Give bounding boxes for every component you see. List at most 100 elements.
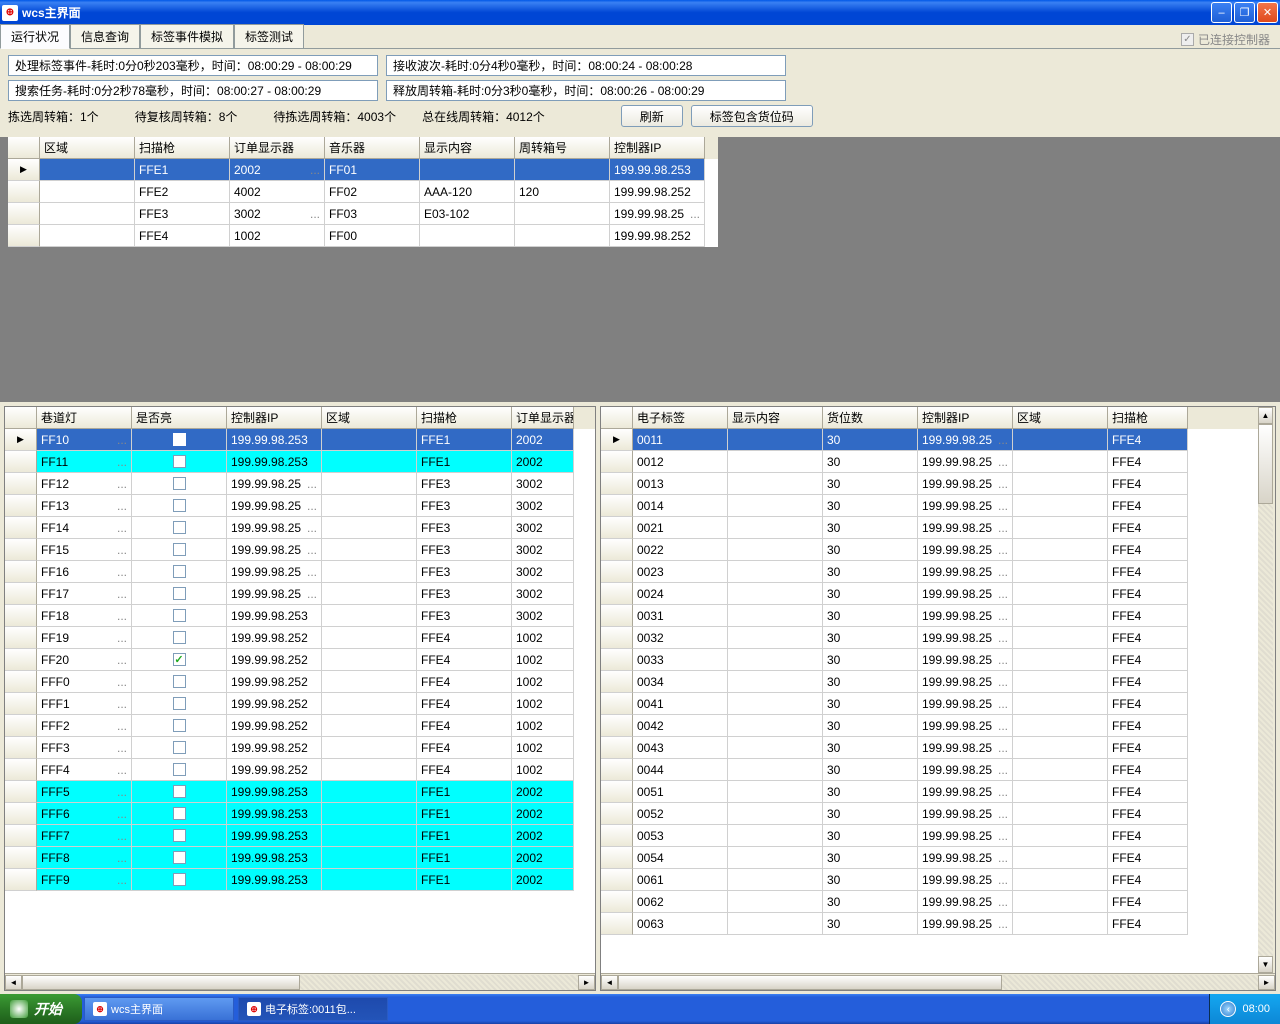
taskbar-task[interactable]: ⊕电子标签:0011包...	[238, 997, 388, 1021]
table-row[interactable]: FFF8 ...199.99.98.253FFE12002	[5, 847, 595, 869]
table-row[interactable]: FFE33002 ...FF03E03-102199.99.98.25 ...	[8, 203, 718, 225]
minimize-button[interactable]: –	[1211, 2, 1232, 23]
col-header[interactable]: 区域	[1013, 407, 1108, 429]
col-header[interactable]: 订单显示器	[512, 407, 574, 429]
table-row[interactable]: 002330199.99.98.25 ...FFE4	[601, 561, 1258, 583]
col-header[interactable]: 音乐器	[325, 137, 420, 159]
system-tray[interactable]: ‹ 08:00	[1209, 994, 1280, 1024]
table-row[interactable]: 006330199.99.98.25 ...FFE4	[601, 913, 1258, 935]
checkbox[interactable]	[173, 697, 186, 710]
col-header[interactable]: 巷道灯	[37, 407, 132, 429]
col-header[interactable]: 订单显示器	[230, 137, 325, 159]
start-button[interactable]: 开始	[0, 994, 82, 1024]
table-row[interactable]: FFF4 ...199.99.98.252FFE41002	[5, 759, 595, 781]
table-row[interactable]: FF19 ...199.99.98.252FFE41002	[5, 627, 595, 649]
table-row[interactable]: FFE12002 ...FF01199.99.98.253	[8, 159, 718, 181]
table-row[interactable]: FFF5 ...199.99.98.253FFE12002	[5, 781, 595, 803]
col-header[interactable]: 是否亮	[132, 407, 227, 429]
table-row[interactable]: 001430199.99.98.25 ...FFE4	[601, 495, 1258, 517]
table-row[interactable]: 004430199.99.98.25 ...FFE4	[601, 759, 1258, 781]
table-row[interactable]: 005130199.99.98.25 ...FFE4	[601, 781, 1258, 803]
col-header[interactable]: 显示内容	[420, 137, 515, 159]
table-row[interactable]: 006130199.99.98.25 ...FFE4	[601, 869, 1258, 891]
maximize-button[interactable]: ❐	[1234, 2, 1255, 23]
table-row[interactable]: 003430199.99.98.25 ...FFE4	[601, 671, 1258, 693]
table-row[interactable]: 001230199.99.98.25 ...FFE4	[601, 451, 1258, 473]
table-row[interactable]: 003130199.99.98.25 ...FFE4	[601, 605, 1258, 627]
table-row[interactable]: FF12 ...199.99.98.25 ...FFE33002	[5, 473, 595, 495]
hscroll-left[interactable]: ◄ ►	[5, 973, 595, 990]
checkbox[interactable]	[173, 829, 186, 842]
table-row[interactable]: 005230199.99.98.25 ...FFE4	[601, 803, 1258, 825]
checkbox[interactable]	[173, 521, 186, 534]
col-header[interactable]: 货位数	[823, 407, 918, 429]
table-row[interactable]: FF15 ...199.99.98.25 ...FFE33002	[5, 539, 595, 561]
table-row[interactable]: 004130199.99.98.25 ...FFE4	[601, 693, 1258, 715]
table-row[interactable]: 005430199.99.98.25 ...FFE4	[601, 847, 1258, 869]
checkbox[interactable]	[173, 609, 186, 622]
table-row[interactable]: FF11 ...199.99.98.253FFE12002	[5, 451, 595, 473]
zone-grid[interactable]: 区域扫描枪订单显示器音乐器显示内容周转箱号控制器IPFFE12002 ...FF…	[8, 137, 718, 247]
col-header[interactable]: 控制器IP	[227, 407, 322, 429]
checkbox[interactable]	[173, 565, 186, 578]
table-row[interactable]: FFF9 ...199.99.98.253FFE12002	[5, 869, 595, 891]
checkbox[interactable]	[173, 631, 186, 644]
tab-2[interactable]: 标签事件模拟	[140, 24, 234, 48]
table-row[interactable]: FFE24002FF02AAA-120120199.99.98.252	[8, 181, 718, 203]
table-row[interactable]: FFF7 ...199.99.98.253FFE12002	[5, 825, 595, 847]
table-row[interactable]: FF10 ...199.99.98.253FFE12002	[5, 429, 595, 451]
checkbox[interactable]	[173, 851, 186, 864]
checkbox[interactable]	[173, 455, 186, 468]
checkbox[interactable]	[173, 499, 186, 512]
hscroll-right[interactable]: ◄ ►	[601, 973, 1275, 990]
checkbox[interactable]	[173, 873, 186, 886]
vscroll-right[interactable]: ▲ ▼	[1258, 407, 1275, 973]
table-row[interactable]: FF14 ...199.99.98.25 ...FFE33002	[5, 517, 595, 539]
table-row[interactable]: FFF6 ...199.99.98.253FFE12002	[5, 803, 595, 825]
checkbox[interactable]	[173, 653, 186, 666]
table-row[interactable]: FF13 ...199.99.98.25 ...FFE33002	[5, 495, 595, 517]
tab-3[interactable]: 标签测试	[234, 24, 304, 48]
table-row[interactable]: 005330199.99.98.25 ...FFE4	[601, 825, 1258, 847]
close-button[interactable]: ✕	[1257, 2, 1278, 23]
table-row[interactable]: 006230199.99.98.25 ...FFE4	[601, 891, 1258, 913]
checkbox[interactable]	[173, 785, 186, 798]
col-header[interactable]: 控制器IP	[918, 407, 1013, 429]
checkbox[interactable]	[173, 719, 186, 732]
table-row[interactable]: 003230199.99.98.25 ...FFE4	[601, 627, 1258, 649]
checkbox[interactable]	[173, 763, 186, 776]
checkbox[interactable]	[173, 675, 186, 688]
table-row[interactable]: 003330199.99.98.25 ...FFE4	[601, 649, 1258, 671]
table-row[interactable]: FFF1 ...199.99.98.252FFE41002	[5, 693, 595, 715]
label-contains-button[interactable]: 标签包含货位码	[691, 105, 813, 127]
tab-1[interactable]: 信息查询	[70, 24, 140, 48]
table-row[interactable]: FFF0 ...199.99.98.252FFE41002	[5, 671, 595, 693]
col-header[interactable]: 周转箱号	[515, 137, 610, 159]
table-row[interactable]: 001130199.99.98.25 ...FFE4	[601, 429, 1258, 451]
col-header[interactable]: 区域	[322, 407, 417, 429]
col-header[interactable]: 电子标签	[633, 407, 728, 429]
col-header[interactable]: 区域	[40, 137, 135, 159]
table-row[interactable]: FF16 ...199.99.98.25 ...FFE33002	[5, 561, 595, 583]
checkbox[interactable]	[173, 587, 186, 600]
checkbox[interactable]	[173, 477, 186, 490]
table-row[interactable]: FFE41002FF00199.99.98.252	[8, 225, 718, 247]
table-row[interactable]: 001330199.99.98.25 ...FFE4	[601, 473, 1258, 495]
checkbox[interactable]	[173, 807, 186, 820]
col-header[interactable]: 扫描枪	[1108, 407, 1188, 429]
table-row[interactable]: FFF3 ...199.99.98.252FFE41002	[5, 737, 595, 759]
col-header[interactable]: 扫描枪	[417, 407, 512, 429]
tab-0[interactable]: 运行状况	[0, 24, 70, 49]
col-header[interactable]: 控制器IP	[610, 137, 705, 159]
table-row[interactable]: 004230199.99.98.25 ...FFE4	[601, 715, 1258, 737]
table-row[interactable]: 002430199.99.98.25 ...FFE4	[601, 583, 1258, 605]
checkbox[interactable]	[173, 543, 186, 556]
refresh-button[interactable]: 刷新	[621, 105, 683, 127]
col-header[interactable]: 扫描枪	[135, 137, 230, 159]
taskbar-task[interactable]: ⊕wcs主界面	[84, 997, 234, 1021]
col-header[interactable]: 显示内容	[728, 407, 823, 429]
lane-light-grid[interactable]: 巷道灯是否亮控制器IP区域扫描枪订单显示器FF10 ...199.99.98.2…	[5, 407, 595, 891]
checkbox[interactable]	[173, 741, 186, 754]
table-row[interactable]: FF20 ...199.99.98.252FFE41002	[5, 649, 595, 671]
elabel-grid[interactable]: 电子标签显示内容货位数控制器IP区域扫描枪001130199.99.98.25 …	[601, 407, 1258, 935]
